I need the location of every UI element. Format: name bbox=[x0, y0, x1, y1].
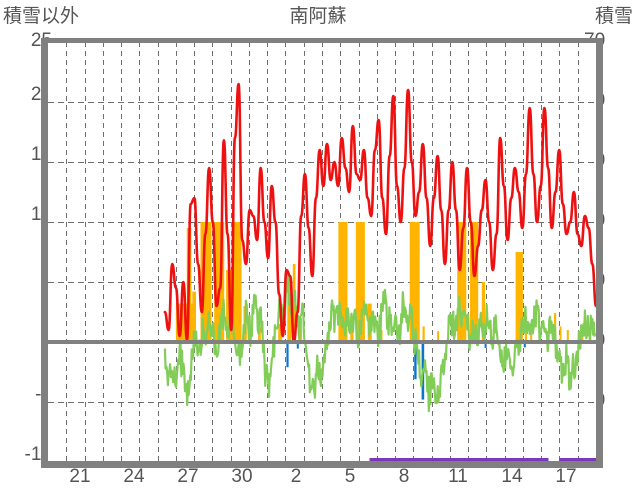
xtick-6: 8 bbox=[398, 466, 410, 487]
xtick-0: 21 bbox=[69, 466, 91, 487]
xtick-5: 5 bbox=[344, 466, 356, 487]
ytick-left-0: 25 bbox=[30, 30, 52, 51]
xtick-3: 30 bbox=[231, 466, 253, 487]
ytick-left-5: 0 bbox=[41, 324, 52, 345]
xtick-8: 14 bbox=[501, 466, 523, 487]
ytick-left-4: 5 bbox=[41, 264, 52, 285]
series-layer bbox=[48, 42, 598, 462]
plot-area bbox=[48, 42, 596, 462]
xtick-1: 24 bbox=[123, 466, 145, 487]
right-axis-title: 積雪 bbox=[594, 6, 633, 27]
ytick-left-1: 20 bbox=[30, 84, 52, 105]
chart-title: 南阿蘇 bbox=[289, 6, 347, 27]
xtick-4: 2 bbox=[290, 466, 302, 487]
xtick-7: 11 bbox=[448, 466, 468, 487]
xtick-9: 17 bbox=[555, 466, 577, 487]
ytick-left-7: -10 bbox=[24, 444, 52, 465]
xtick-2: 27 bbox=[177, 466, 199, 487]
ytick-left-3: 10 bbox=[30, 204, 52, 225]
ytick-left-2: 15 bbox=[30, 144, 52, 165]
ytick-left-6: -5 bbox=[35, 384, 52, 405]
left-axis-title: 積雪以外 bbox=[3, 6, 80, 27]
